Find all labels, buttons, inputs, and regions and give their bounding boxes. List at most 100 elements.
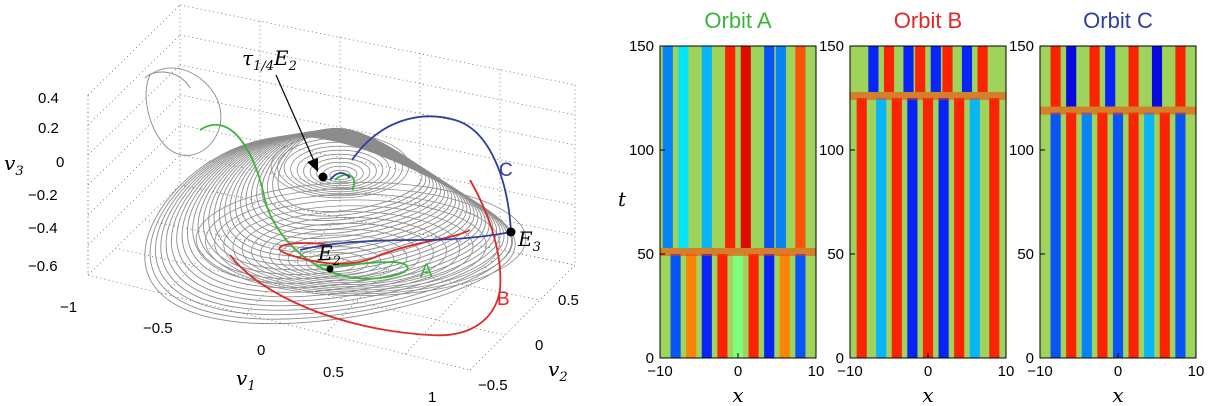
z-tick-label: −0.4: [28, 220, 58, 237]
background-trajectory: [181, 133, 490, 293]
heatmap-stripe: [686, 254, 697, 358]
heatmap-stripe: [1097, 112, 1108, 358]
heatmap-stripe: [1144, 112, 1155, 358]
background-trajectory: [234, 130, 453, 248]
heatmap-transition: [1040, 106, 1196, 115]
heatmap-stripe: [1128, 112, 1139, 358]
z-axis-label: v3: [4, 151, 24, 179]
z-tick-label: −0.6: [28, 258, 58, 275]
heatmap-stripe: [1151, 46, 1163, 107]
background-trajectory: [287, 240, 395, 278]
orbit-b-label: B: [497, 289, 510, 310]
heatmap-stripe: [701, 254, 712, 358]
heatmap-stripe: [764, 254, 775, 358]
y-tick-label: 0.5: [558, 292, 579, 309]
background-trajectory: [296, 149, 384, 191]
y-tick-label: 50: [1017, 246, 1034, 263]
heatmap-stripe: [930, 46, 941, 92]
heatmap-stripe: [1050, 112, 1061, 358]
annotation-arrow: [275, 74, 319, 171]
orbit-a-label: A: [420, 261, 433, 282]
orbit-c-line: [299, 115, 512, 251]
heatmap-stripe: [670, 254, 681, 358]
x-tick-label: −10: [837, 363, 862, 380]
heatmap-transition: [850, 92, 1006, 100]
heatmap-stripe: [764, 46, 775, 248]
background-trajectory: [270, 133, 410, 199]
y-tick-label: −0.5: [478, 377, 508, 394]
x-tick-label: 0: [257, 342, 265, 359]
heatmap-stripe: [856, 98, 867, 358]
heatmap-ylabel: t: [618, 187, 627, 211]
heatmap-stripe: [662, 46, 673, 248]
orbit-a-line: [199, 123, 409, 280]
heatmap-stripe: [1175, 112, 1186, 358]
x-tick-label: 10: [808, 363, 825, 380]
y-tick-label: 50: [827, 246, 844, 263]
z-tick-label: 0.4: [38, 90, 59, 107]
y-axis-label: v2: [548, 357, 568, 385]
heatmap-stripe: [907, 98, 918, 358]
heatmap-stripe: [876, 98, 887, 358]
heatmap-stripe: [1105, 46, 1116, 107]
background-trajectory: [277, 137, 403, 197]
tau-e2-point: [318, 172, 328, 182]
x-tick-label: 0: [734, 363, 742, 380]
y-tick-label: 50: [637, 246, 654, 263]
background-trajectory: [214, 193, 500, 293]
orbit-b-line: [229, 179, 502, 337]
heatmap-stripe: [1066, 46, 1077, 107]
heatmap-stripe: [868, 46, 879, 92]
heatmap-stripe: [701, 46, 712, 248]
heatmap-stripe: [1128, 46, 1139, 107]
e2-label: E2: [317, 241, 341, 269]
x-tick-label: 10: [1188, 363, 1205, 380]
heatmap-stripe: [883, 46, 895, 92]
heatmap-stripe: [795, 254, 806, 358]
background-trajectory: [250, 217, 447, 285]
heatmap-title: Orbit B: [894, 8, 962, 33]
heatmap-stripe: [961, 46, 973, 92]
x-tick-label: 1: [428, 389, 436, 406]
e2-point: [326, 265, 334, 273]
heatmap-stripe: [775, 46, 786, 248]
y-tick-label: 0: [836, 350, 844, 367]
x-tick-label: −10: [647, 363, 672, 380]
y-tick-label: 0: [1026, 350, 1034, 367]
phase-space-3d-plot: 0.4 0.2 0 −0.2 −0.4 −0.6 v3 −1 −0.5 0 0.…: [4, 4, 579, 406]
heatmap-stripe: [1066, 112, 1077, 358]
x-tick-label: 0: [924, 363, 932, 380]
y-tick-label: 150: [1009, 38, 1034, 55]
heatmap-stripe: [989, 98, 1000, 358]
heatmap-stripe: [938, 98, 949, 358]
x-tick-label: 10: [998, 363, 1015, 380]
z-axis-ticks: 0.4 0.2 0 −0.2 −0.4 −0.6: [28, 90, 64, 275]
annotation-arrowhead: [307, 158, 318, 172]
background-trajectory: [309, 157, 371, 187]
x-tick-label: −0.5: [143, 320, 173, 337]
background-trajectories: [144, 67, 527, 325]
y-tick-label: 150: [629, 38, 654, 55]
background-trajectory: [232, 205, 474, 289]
orbit-b-trajectory: [229, 179, 502, 337]
heatmap-stripe: [1159, 112, 1170, 358]
e3-point: [506, 227, 516, 237]
background-trajectory: [278, 234, 408, 280]
background-trajectory: [145, 67, 222, 156]
heatmap-stripe: [1050, 46, 1061, 107]
heatmap-stripe: [977, 46, 988, 92]
background-trajectory: [218, 131, 464, 262]
x-tick-label: 0: [1114, 363, 1122, 380]
orbit-c-label: C: [499, 160, 513, 181]
z-tick-label: 0: [56, 154, 64, 171]
heatmap-stripe: [1112, 112, 1124, 358]
heatmap-stripe: [922, 98, 934, 358]
heatmap-stripe: [678, 46, 689, 248]
background-trajectory: [144, 71, 191, 89]
heatmap-stripe: [915, 46, 926, 92]
background-trajectory: [316, 161, 364, 185]
